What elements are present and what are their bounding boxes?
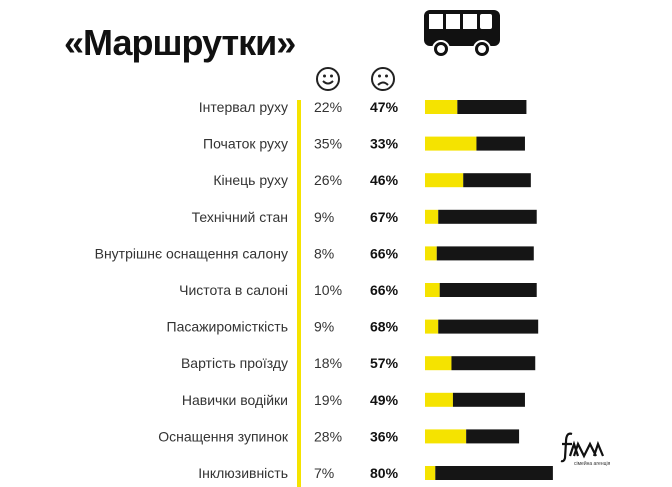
category-label: Інклюзивність bbox=[198, 465, 288, 481]
positive-bar bbox=[425, 283, 440, 297]
happy-face-icon bbox=[316, 67, 340, 91]
positive-value-label: 7% bbox=[314, 465, 334, 481]
category-label: Оснащення зупинок bbox=[158, 428, 289, 444]
positive-bar bbox=[425, 246, 437, 261]
positive-bar bbox=[425, 429, 467, 444]
positive-value-label: 18% bbox=[314, 355, 342, 371]
positive-bar bbox=[425, 466, 436, 480]
positive-value-label: 9% bbox=[314, 319, 334, 335]
negative-bar bbox=[452, 392, 525, 407]
negative-bar bbox=[438, 209, 537, 224]
positive-bar bbox=[425, 209, 439, 224]
positive-value-label: 9% bbox=[314, 209, 334, 225]
negative-value-label: 67% bbox=[370, 209, 399, 225]
positive-bar bbox=[425, 173, 464, 188]
negative-value-label: 68% bbox=[370, 319, 399, 335]
negative-value-label: 57% bbox=[370, 355, 399, 371]
negative-value-label: 33% bbox=[370, 136, 399, 152]
category-label: Пасажиромісткість bbox=[167, 319, 288, 335]
fama-logo: сімейна агенція bbox=[560, 432, 611, 467]
divider-line bbox=[297, 100, 301, 487]
negative-bar bbox=[451, 356, 536, 371]
positive-value-label: 22% bbox=[314, 99, 342, 115]
negative-bar bbox=[457, 100, 527, 114]
negative-bar bbox=[466, 429, 520, 444]
page-title: «Маршрутки» bbox=[64, 22, 296, 63]
negative-bar bbox=[463, 173, 531, 188]
positive-bar bbox=[425, 356, 452, 371]
category-label: Початок руху bbox=[203, 136, 288, 152]
category-label: Вартість проїзду bbox=[181, 355, 288, 371]
category-label: Технічний стан bbox=[192, 209, 288, 225]
positive-value-label: 10% bbox=[314, 282, 342, 298]
positive-value-label: 19% bbox=[314, 392, 342, 408]
positive-value-label: 8% bbox=[314, 245, 334, 261]
negative-value-label: 66% bbox=[370, 245, 399, 261]
positive-bar bbox=[425, 100, 458, 114]
negative-value-label: 49% bbox=[370, 392, 399, 408]
negative-bar bbox=[476, 136, 525, 151]
negative-bar bbox=[438, 319, 539, 334]
negative-value-label: 47% bbox=[370, 99, 399, 115]
positive-bar bbox=[425, 319, 439, 334]
negative-bar bbox=[436, 246, 534, 261]
negative-value-label: 80% bbox=[370, 465, 399, 481]
category-label: Навички водійки bbox=[182, 392, 288, 408]
positive-value-label: 28% bbox=[314, 428, 342, 444]
negative-value-label: 36% bbox=[370, 428, 399, 444]
negative-bar bbox=[435, 466, 553, 480]
bus-icon bbox=[424, 10, 500, 58]
category-label: Внутрішнє оснащення салону bbox=[95, 245, 288, 261]
category-label: Чистота в салоні bbox=[179, 282, 288, 298]
positive-bar bbox=[425, 392, 453, 407]
category-label: Кінець руху bbox=[213, 172, 288, 188]
sad-face-icon bbox=[371, 67, 395, 91]
negative-bar bbox=[439, 283, 537, 297]
negative-value-label: 66% bbox=[370, 282, 399, 298]
negative-value-label: 46% bbox=[370, 172, 399, 188]
svg-text:сімейна агенція: сімейна агенція bbox=[574, 460, 611, 467]
positive-value-label: 26% bbox=[314, 172, 342, 188]
positive-value-label: 35% bbox=[314, 136, 342, 152]
category-label: Інтервал руху bbox=[199, 99, 288, 115]
positive-bar bbox=[425, 136, 477, 151]
